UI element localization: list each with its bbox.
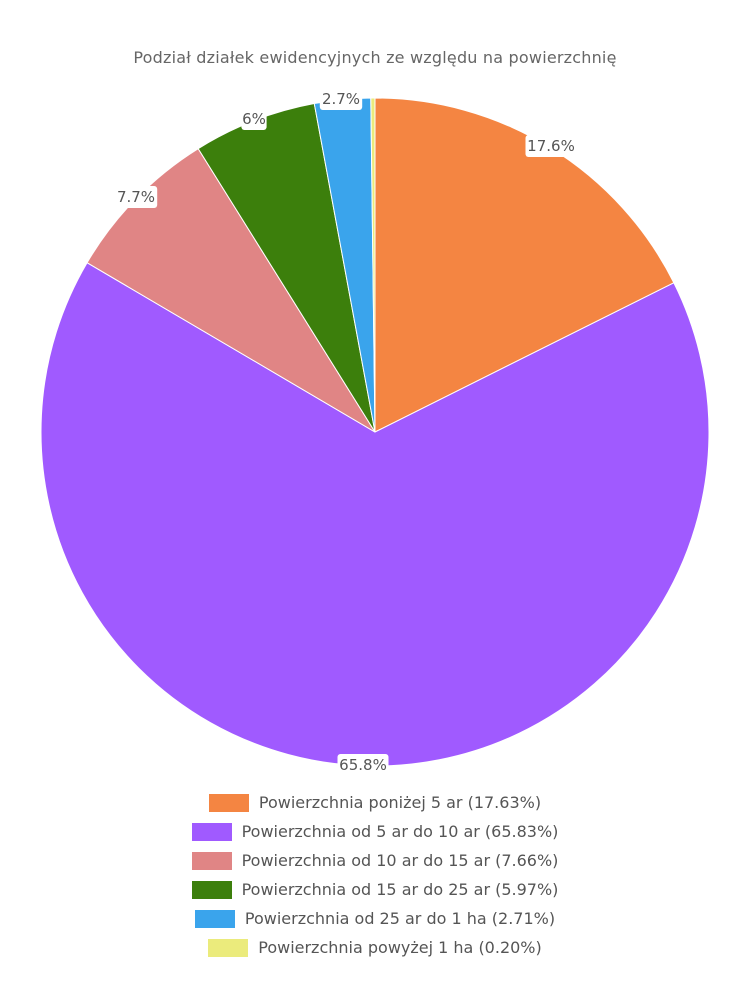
legend: Powierzchnia poniżej 5 ar (17.63%) Powier… [0, 788, 750, 962]
slice-label-text: 65.8% [339, 756, 387, 774]
legend-item[interactable]: Powierzchnia od 15 ar do 25 ar (5.97%) [191, 875, 559, 904]
legend-label: Powierzchnia powyżej 1 ha (0.20%) [258, 938, 542, 957]
chart-title: Podział działek ewidencyjnych ze względu… [133, 48, 617, 67]
legend-label: Powierzchnia od 25 ar do 1 ha (2.71%) [244, 909, 556, 928]
legend-swatch [208, 793, 249, 812]
slice-label: 17.6% [525, 135, 577, 157]
legend-swatch [191, 851, 232, 870]
slice-label-background [525, 135, 577, 157]
slice-label-text: 7.7% [117, 188, 155, 206]
legend-label: Powierzchnia od 5 ar do 10 ar (65.83%) [241, 822, 559, 841]
legend-label: Powierzchnia od 10 ar do 15 ar (7.66%) [241, 851, 559, 870]
slice-label-background [337, 754, 389, 776]
slice-label-background [114, 186, 158, 208]
pie-slices [40, 97, 710, 767]
legend-swatch [194, 909, 235, 928]
legend-item[interactable]: Powierzchnia od 25 ar do 1 ha (2.71%) [194, 904, 556, 933]
slice-label-text: 6% [242, 110, 266, 128]
legend-item[interactable]: Powierzchnia poniżej 5 ar (17.63%) [208, 788, 542, 817]
legend-swatch [191, 822, 232, 841]
slice-label: 7.7% [114, 186, 158, 208]
slice-label: 65.8% [337, 754, 389, 776]
legend-swatch [208, 938, 249, 957]
legend-item[interactable]: Powierzchnia od 5 ar do 10 ar (65.83%) [191, 817, 559, 846]
slice-labels: 17.6% 65.8% 7.7% 6% 2.7% [114, 88, 577, 776]
legend-label: Powierzchnia poniżej 5 ar (17.63%) [258, 793, 542, 812]
pie-slice[interactable] [370, 97, 376, 433]
slice-label-text: 2.7% [322, 90, 360, 108]
slice-label: 2.7% [319, 88, 363, 110]
legend-label: Powierzchnia od 15 ar do 25 ar (5.97%) [241, 880, 559, 899]
slice-label: 6% [241, 108, 267, 130]
legend-swatch [191, 880, 232, 899]
legend-item[interactable]: Powierzchnia od 10 ar do 15 ar (7.66%) [191, 846, 559, 875]
slice-label-background [241, 108, 267, 130]
legend-item[interactable]: Powierzchnia powyżej 1 ha (0.20%) [208, 933, 542, 962]
slice-label-text: 17.6% [527, 137, 575, 155]
slice-label-background [319, 88, 363, 110]
